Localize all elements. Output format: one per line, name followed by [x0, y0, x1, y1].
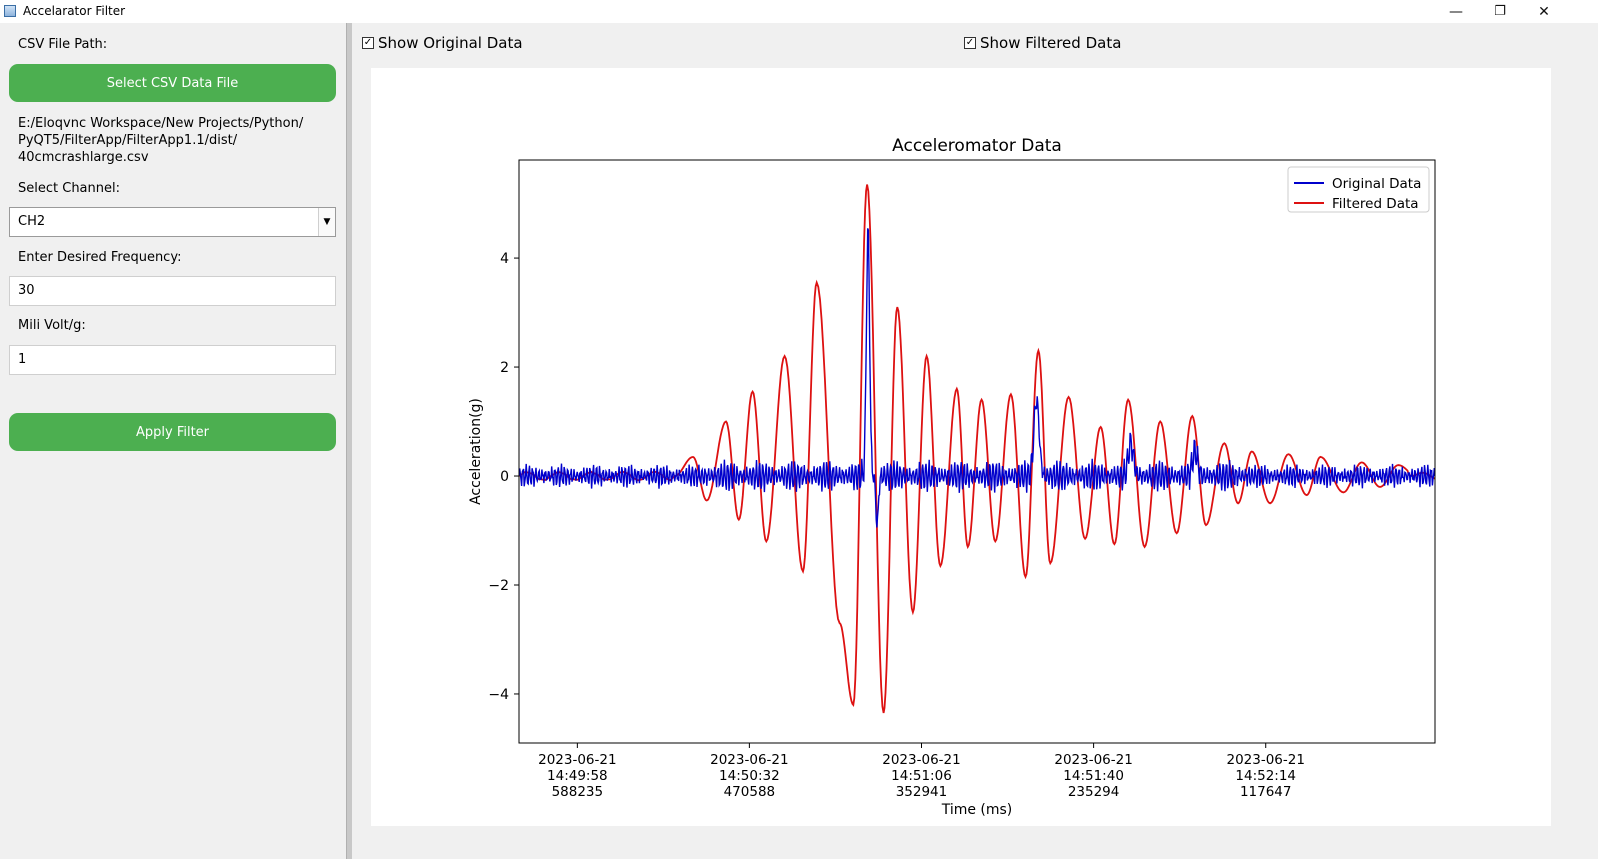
- window-title: Accelarator Filter: [23, 4, 126, 18]
- x-tick-label: 14:49:58: [547, 768, 608, 784]
- file-path-line: 40cmcrashlarge.csv: [18, 150, 149, 165]
- file-path-line: E:/Eloqvnc Workspace/New Projects/Python…: [18, 116, 304, 131]
- channel-dropdown[interactable]: CH2 ▼: [9, 207, 336, 237]
- x-tick-label: 588235: [552, 784, 604, 800]
- x-tick-label: 2023-06-21: [538, 752, 616, 768]
- show-original-label: Show Original Data: [378, 34, 523, 52]
- x-axis-label: Time (ms): [941, 802, 1013, 818]
- apply-filter-button[interactable]: Apply Filter: [9, 413, 336, 451]
- chevron-down-icon[interactable]: ▼: [318, 208, 335, 236]
- x-tick-label: 352941: [896, 784, 948, 800]
- frequency-input[interactable]: 30: [9, 276, 336, 306]
- y-axis-label: Acceleration(g): [468, 398, 484, 505]
- csv-path-label: CSV File Path:: [18, 37, 108, 52]
- x-tick-label: 2023-06-21: [710, 752, 788, 768]
- checkbox-check-icon[interactable]: ✓: [362, 37, 374, 49]
- minimize-button[interactable]: —: [1449, 3, 1463, 20]
- x-tick-label: 470588: [724, 784, 776, 800]
- mv-input[interactable]: 1: [9, 345, 336, 375]
- show-filtered-checkbox[interactable]: ✓ Show Filtered Data: [964, 34, 1121, 52]
- x-tick-label: 14:50:32: [719, 768, 780, 784]
- checkbox-check-icon[interactable]: ✓: [964, 37, 976, 49]
- x-tick-label: 14:51:40: [1063, 768, 1124, 784]
- file-path-line: PyQT5/FilterApp/FilterApp1.1/dist/: [18, 133, 238, 148]
- x-tick-label: 14:52:14: [1235, 768, 1296, 784]
- x-tick-label: 14:51:06: [891, 768, 952, 784]
- legend-label: Filtered Data: [1332, 196, 1419, 212]
- y-tick-label: 4: [500, 251, 509, 267]
- select-csv-button[interactable]: Select CSV Data File: [9, 64, 336, 102]
- x-tick-label: 2023-06-21: [1226, 752, 1304, 768]
- channel-label: Select Channel:: [18, 181, 120, 196]
- y-tick-label: 0: [500, 469, 509, 485]
- x-tick-label: 2023-06-21: [1054, 752, 1132, 768]
- y-tick-label: 2: [500, 360, 509, 376]
- x-tick-label: 117647: [1240, 784, 1292, 800]
- accelerometer-chart: Acceleromator Data Acceleration(g) Time (m…: [468, 136, 1436, 818]
- legend-box: [1287, 166, 1430, 213]
- show-filtered-label: Show Filtered Data: [980, 34, 1122, 52]
- x-tick-label: 2023-06-21: [882, 752, 960, 768]
- app-icon: [4, 5, 16, 17]
- original-data-line: [519, 228, 1435, 528]
- x-tick-label: 235294: [1068, 784, 1120, 800]
- maximize-button[interactable]: ❐: [1494, 4, 1506, 19]
- close-button[interactable]: ✕: [1538, 3, 1550, 20]
- legend-label: Original Data: [1332, 176, 1421, 192]
- y-tick-label: −4: [488, 687, 509, 703]
- show-original-checkbox[interactable]: ✓ Show Original Data: [362, 34, 523, 52]
- frequency-label: Enter Desired Frequency:: [18, 250, 182, 265]
- channel-value: CH2: [18, 214, 46, 229]
- plot-canvas: Acceleromator Data Acceleration(g) Time (m…: [371, 68, 1551, 826]
- plot-frame: [518, 159, 1436, 744]
- chart-title: Acceleromator Data: [892, 136, 1062, 156]
- splitter-handle[interactable]: [346, 23, 352, 859]
- mv-label: Mili Volt/g:: [18, 318, 86, 333]
- y-tick-label: −2: [488, 578, 509, 594]
- file-path-text: E:/Eloqvnc Workspace/New Projects/Python…: [18, 115, 338, 166]
- title-bar: Accelarator Filter — ❐ ✕: [0, 0, 1598, 23]
- sidebar: CSV File Path: Select CSV Data File E:/E…: [0, 23, 346, 859]
- filtered-data-line: [519, 184, 1435, 714]
